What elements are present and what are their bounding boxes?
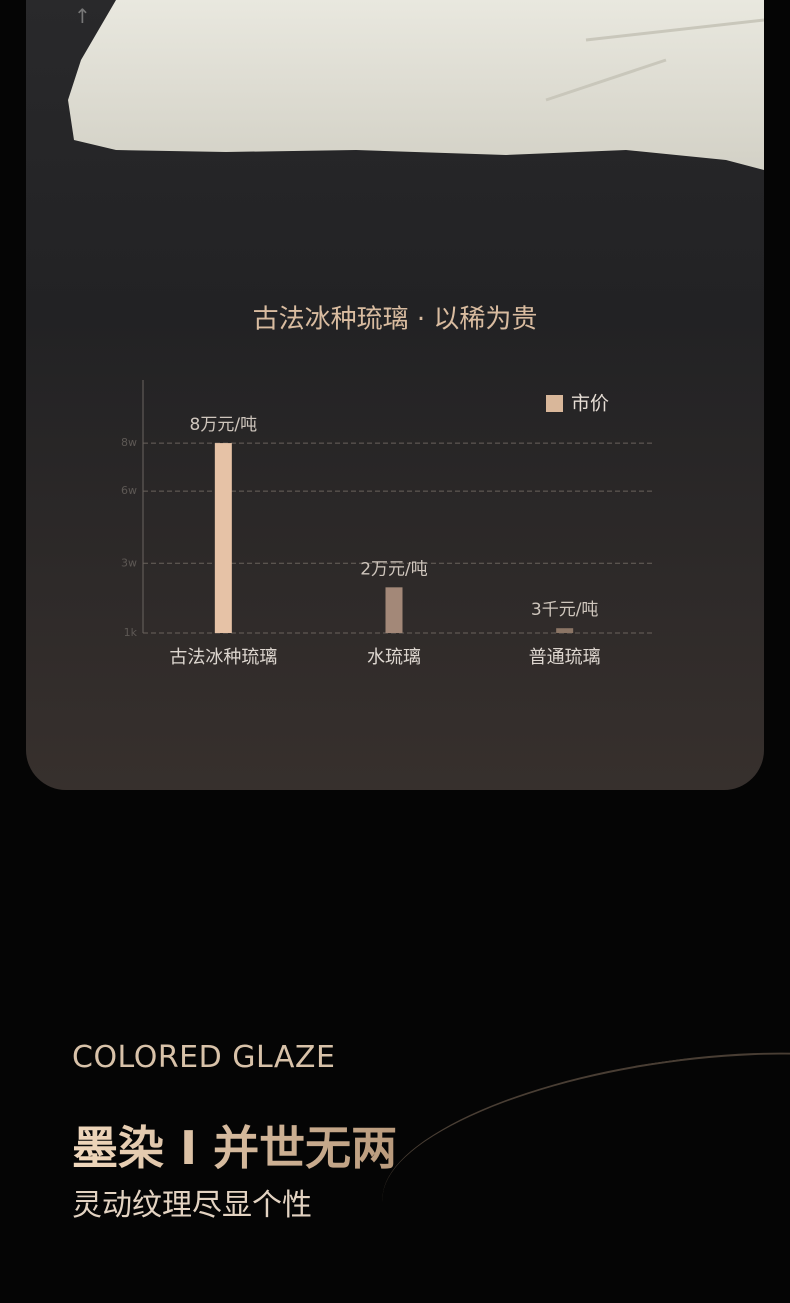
stone: [68, 0, 764, 170]
data-label: 2万元/吨: [360, 559, 428, 579]
x-tick-label: 普通琉璃: [529, 647, 601, 668]
y-tick-label: 8w: [121, 436, 137, 449]
stone-image: [68, 0, 764, 170]
bar: [556, 628, 574, 633]
data-label: 3千元/吨: [531, 600, 599, 620]
chart-title: 古法冰种琉璃 · 以稀为贵: [253, 305, 538, 335]
decor-line: [368, 1019, 790, 1303]
bar: [214, 443, 232, 633]
x-tick-label: 水琉璃: [367, 647, 421, 668]
product-card: [26, 0, 764, 790]
page: ↑ 古法冰种琉璃 · 以稀为贵 1k 3w 6w 8w 古法冰种琉璃 8万元/吨水琉璃 2万…: [26, 0, 790, 1303]
x-tick-label: 古法冰种琉璃: [169, 647, 277, 668]
tagline: 灵动纹理尽显个性: [72, 1188, 312, 1223]
legend-swatch: [546, 395, 563, 412]
bar: [385, 587, 403, 633]
legend-label: 市价: [571, 393, 609, 415]
arrow: ↑: [74, 4, 91, 28]
headline: 墨染 I 并世无两: [72, 1112, 397, 1178]
y-tick-label: 3w: [121, 556, 137, 569]
subtitle-en: COLORED GLAZE: [72, 1040, 336, 1075]
y-tick-label: 1k: [124, 626, 138, 639]
y-tick-label: 6w: [121, 484, 137, 497]
data-label: 8万元/吨: [190, 415, 258, 435]
